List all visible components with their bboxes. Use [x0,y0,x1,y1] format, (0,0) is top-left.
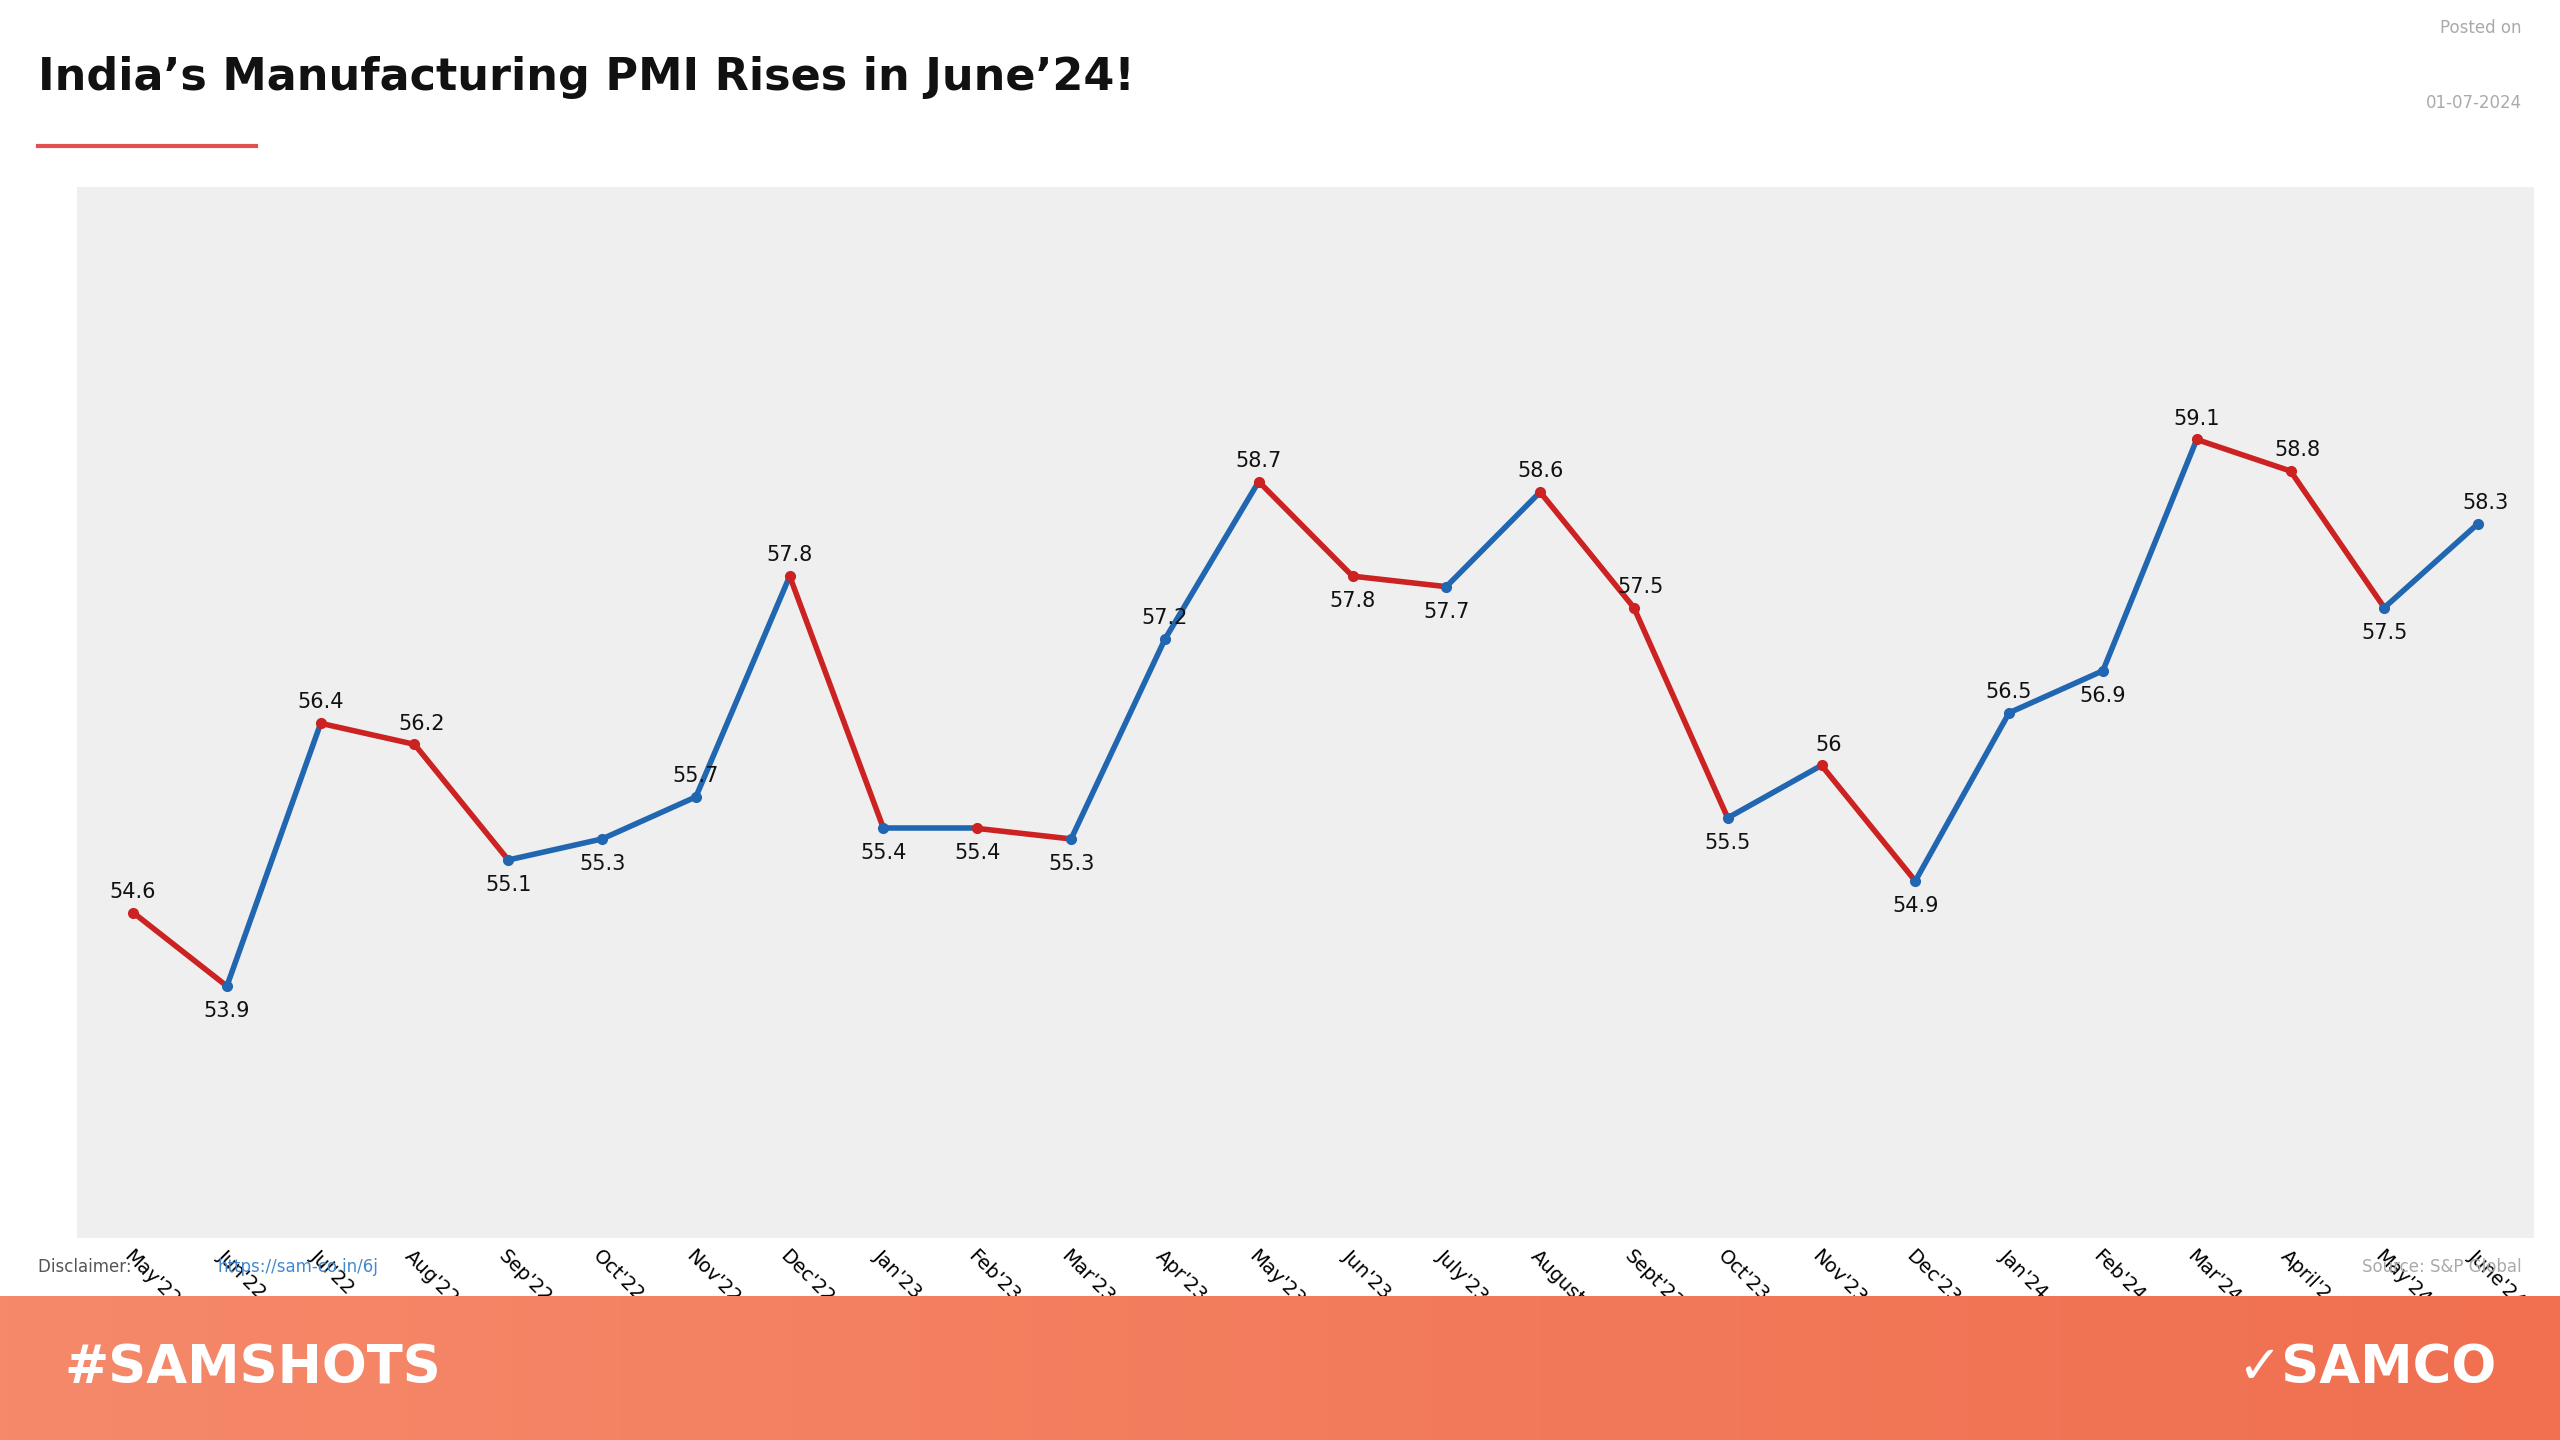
Text: 55.4: 55.4 [955,844,1001,864]
Text: 54.9: 54.9 [1892,896,1938,916]
Text: India’s Manufacturing PMI Rises in June’24!: India’s Manufacturing PMI Rises in June’… [38,56,1134,99]
Text: https://sam-co.in/6j: https://sam-co.in/6j [218,1259,379,1276]
Text: 57.8: 57.8 [1329,592,1375,611]
Text: 56: 56 [1815,734,1841,755]
Text: 54.6: 54.6 [110,881,156,901]
Text: 59.1: 59.1 [2173,409,2220,429]
Text: Disclaimer:: Disclaimer: [38,1259,138,1276]
Text: 53.9: 53.9 [205,1001,251,1021]
Text: 01-07-2024: 01-07-2024 [2424,94,2522,111]
Text: 58.3: 58.3 [2463,492,2509,513]
Text: 55.1: 55.1 [484,876,532,896]
Text: 56.5: 56.5 [1987,683,2033,701]
Text: 56.2: 56.2 [399,713,445,733]
Text: 55.3: 55.3 [1047,854,1093,874]
Text: Posted on: Posted on [2440,19,2522,36]
Text: #SAMSHOTS: #SAMSHOTS [64,1342,440,1394]
Text: 55.4: 55.4 [860,844,906,864]
Text: 57.5: 57.5 [1618,577,1664,596]
Text: 55.5: 55.5 [1705,832,1751,852]
Text: 56.4: 56.4 [297,693,343,713]
Text: 55.3: 55.3 [579,854,625,874]
Text: Source: S&P Global: Source: S&P Global [2363,1259,2522,1276]
Text: 55.7: 55.7 [673,766,719,786]
Text: 57.7: 57.7 [1423,602,1469,622]
Text: 58.7: 58.7 [1236,451,1283,471]
Text: 58.8: 58.8 [2273,441,2319,461]
Text: 57.5: 57.5 [2360,622,2406,642]
Text: 57.8: 57.8 [765,546,814,566]
Text: ✓SAMCO: ✓SAMCO [2237,1342,2496,1394]
Text: 56.9: 56.9 [2079,685,2127,706]
Text: 57.2: 57.2 [1142,608,1188,628]
Text: 58.6: 58.6 [1518,461,1564,481]
